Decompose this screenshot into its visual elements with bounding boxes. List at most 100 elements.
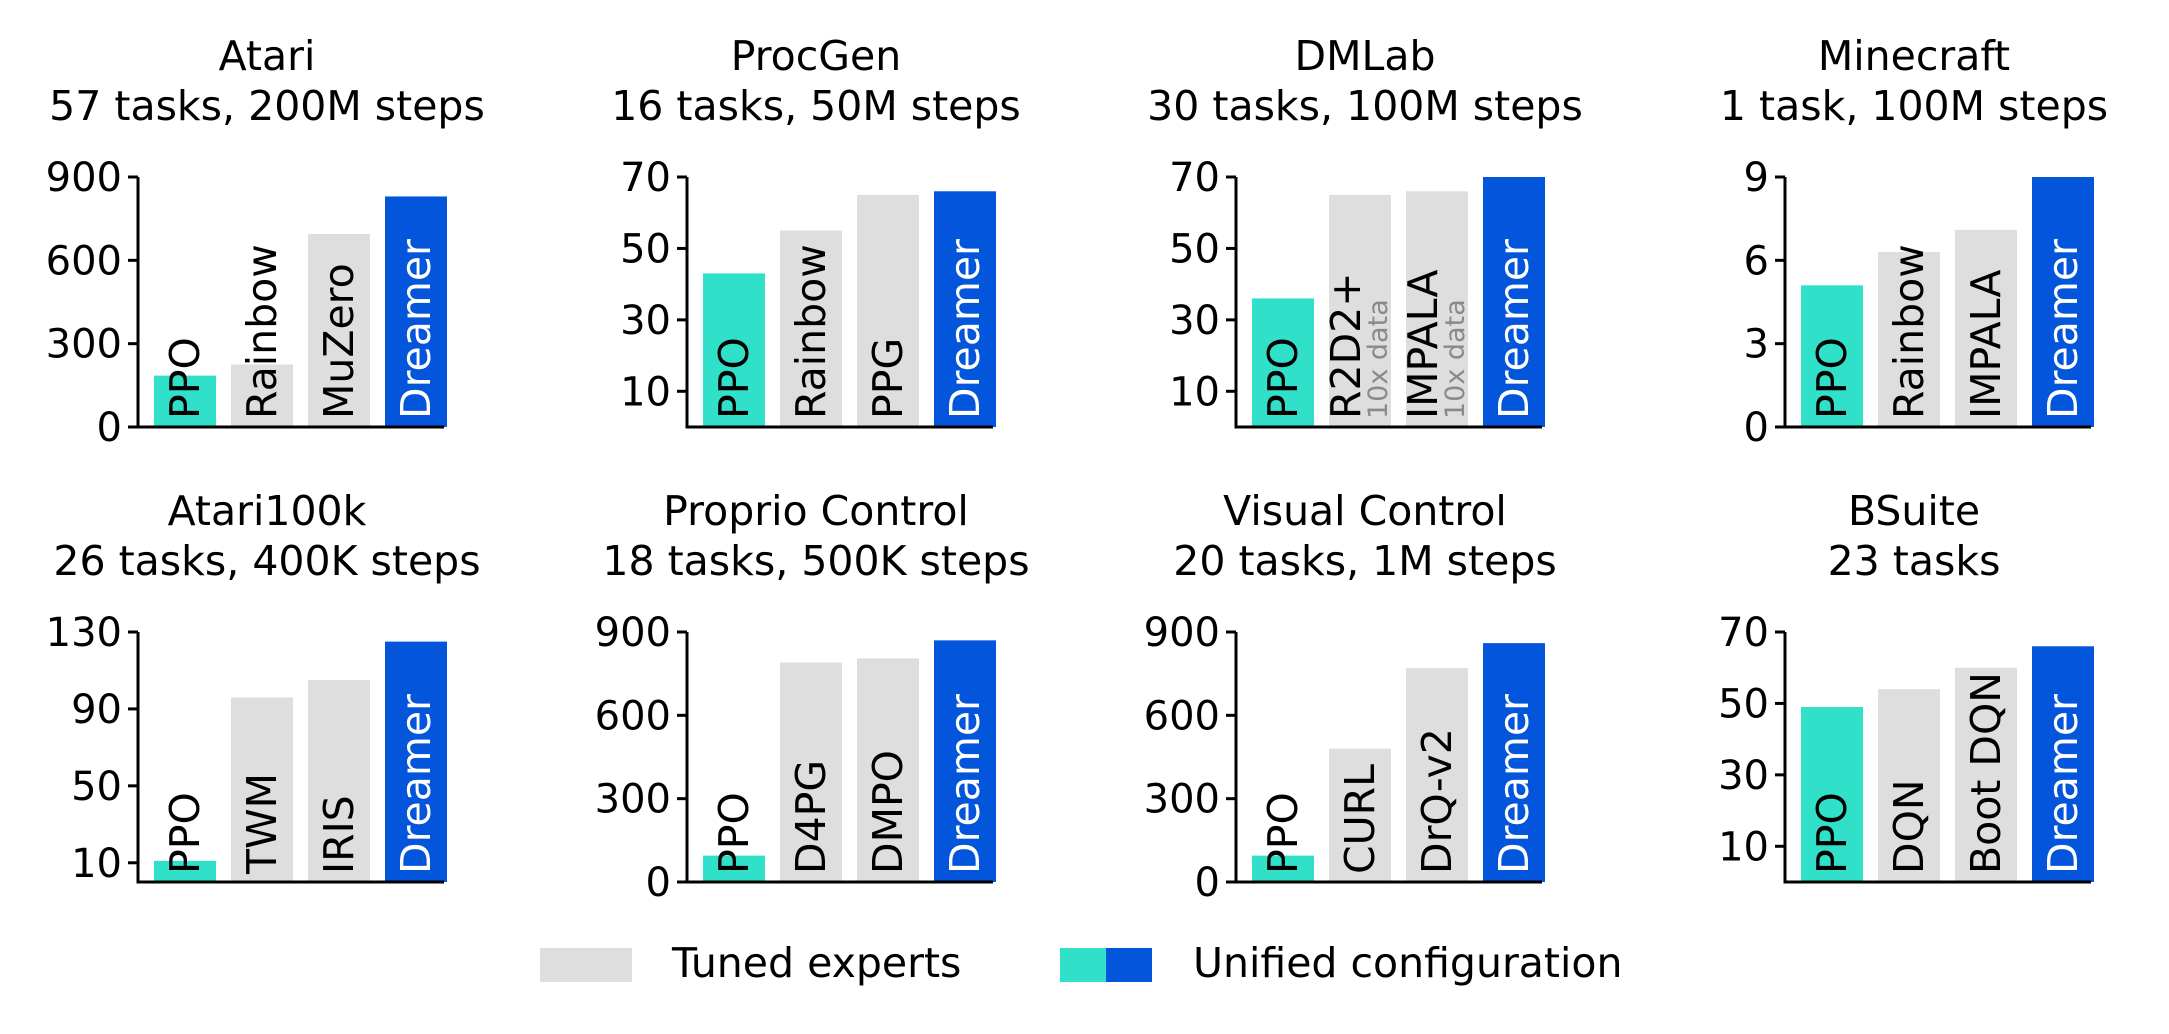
chart-title: Proprio Control	[663, 487, 969, 535]
bar-ppo	[154, 375, 216, 427]
category-label: Dreamer	[1490, 239, 1538, 419]
chart-subtitle: 16 tasks, 50M steps	[611, 82, 1021, 130]
category-label: Rainbow	[1885, 244, 1933, 419]
legend-swatch-tuned	[540, 948, 632, 982]
bar-drq-v2	[1406, 668, 1468, 882]
bar-twm	[231, 697, 293, 882]
category-label: CURL	[1336, 764, 1384, 874]
category-label: PPG	[864, 338, 912, 419]
category-label: Rainbow	[787, 244, 835, 419]
category-label: PPO	[710, 337, 758, 419]
category-label: DMPO	[864, 750, 912, 874]
category-label: TWM	[238, 773, 286, 875]
chart-subtitle: 57 tasks, 200M steps	[49, 82, 485, 130]
y-tick-label: 30	[620, 298, 671, 344]
category-label: IMPALA	[1962, 270, 2010, 419]
y-tick-label: 90	[71, 687, 122, 733]
chart-title: ProcGen	[731, 32, 902, 80]
category-label: IRIS	[315, 795, 363, 874]
chart-title: Atari	[219, 32, 316, 80]
chart-title: DMLab	[1295, 32, 1436, 80]
bar-iris	[308, 680, 370, 882]
bar-d4pg	[780, 662, 842, 882]
chart-subtitle: 23 tasks	[1828, 537, 2001, 585]
chart-subtitle: 30 tasks, 100M steps	[1147, 82, 1583, 130]
legend-swatch-unified-dreamer	[1106, 948, 1152, 982]
bar-dreamer	[2032, 177, 2094, 427]
data-note-label: 10x data	[1440, 299, 1471, 419]
category-label: PPO	[1808, 792, 1856, 874]
bar-r2d2-	[1329, 194, 1391, 427]
y-tick-label: 130	[46, 610, 122, 656]
bar-dqn	[1878, 689, 1940, 882]
category-label: Dreamer	[392, 694, 440, 874]
bar-dreamer	[2032, 646, 2094, 882]
chart-subtitle: 26 tasks, 400K steps	[53, 537, 480, 585]
y-tick-label: 50	[1169, 226, 1220, 272]
y-tick-label: 6	[1744, 238, 1769, 284]
y-tick-label: 0	[646, 860, 671, 906]
y-tick-label: 300	[595, 777, 671, 823]
bar-muzero	[308, 233, 370, 427]
category-label: Dreamer	[941, 694, 989, 874]
category-label: PPO	[161, 792, 209, 874]
y-tick-label: 0	[1195, 860, 1220, 906]
category-label: Dreamer	[392, 239, 440, 419]
category-label: Dreamer	[2039, 239, 2087, 419]
bar-ppo	[703, 855, 765, 882]
legend-swatch-unified-ppo	[1060, 948, 1106, 982]
y-tick-label: 50	[1718, 681, 1769, 727]
bar-curl	[1329, 748, 1391, 882]
category-label: Dreamer	[941, 239, 989, 419]
y-tick-label: 10	[620, 369, 671, 415]
category-label: PPO	[1259, 792, 1307, 874]
y-tick-label: 50	[71, 764, 122, 810]
y-tick-label: 50	[620, 226, 671, 272]
y-tick-label: 900	[46, 155, 122, 201]
category-label: Dreamer	[1490, 694, 1538, 874]
bar-dreamer	[1483, 177, 1545, 427]
category-label: DrQ-v2	[1413, 728, 1461, 874]
category-label: Dreamer	[2039, 694, 2087, 874]
bar-ppo	[1801, 285, 1863, 427]
y-tick-label: 70	[1169, 155, 1220, 201]
bar-rainbow	[1878, 252, 1940, 427]
legend-label-unified: Unified configuration	[1193, 939, 1622, 987]
category-label: Boot DQN	[1962, 672, 2010, 874]
y-tick-label: 300	[1144, 777, 1220, 823]
bar-ppo	[703, 273, 765, 427]
legend: Tuned experts Unified configuration	[540, 939, 1622, 987]
bar-ppo	[1252, 298, 1314, 427]
y-tick-label: 3	[1744, 322, 1769, 368]
category-label: R2D2+	[1322, 272, 1370, 419]
y-tick-label: 0	[1744, 405, 1769, 451]
category-label: PPO	[1259, 337, 1307, 419]
y-tick-label: 600	[1144, 693, 1220, 739]
category-label: D4PG	[787, 760, 835, 874]
chart-subtitle: 18 tasks, 500K steps	[602, 537, 1029, 585]
y-tick-label: 9	[1744, 155, 1769, 201]
y-tick-label: 10	[1718, 824, 1769, 870]
y-tick-label: 0	[97, 405, 122, 451]
y-tick-label: 10	[1169, 369, 1220, 415]
bar-ppo	[154, 860, 216, 882]
y-tick-label: 30	[1169, 298, 1220, 344]
bar-dreamer	[385, 196, 447, 427]
data-note-label: 10x data	[1363, 299, 1394, 419]
category-label: MuZero	[315, 263, 363, 419]
category-label: PPO	[710, 792, 758, 874]
category-label: IMPALA	[1399, 270, 1447, 419]
y-tick-label: 600	[595, 693, 671, 739]
bar-ppo	[1252, 855, 1314, 882]
bar-dreamer	[934, 640, 996, 882]
legend-label-tuned: Tuned experts	[671, 939, 961, 987]
